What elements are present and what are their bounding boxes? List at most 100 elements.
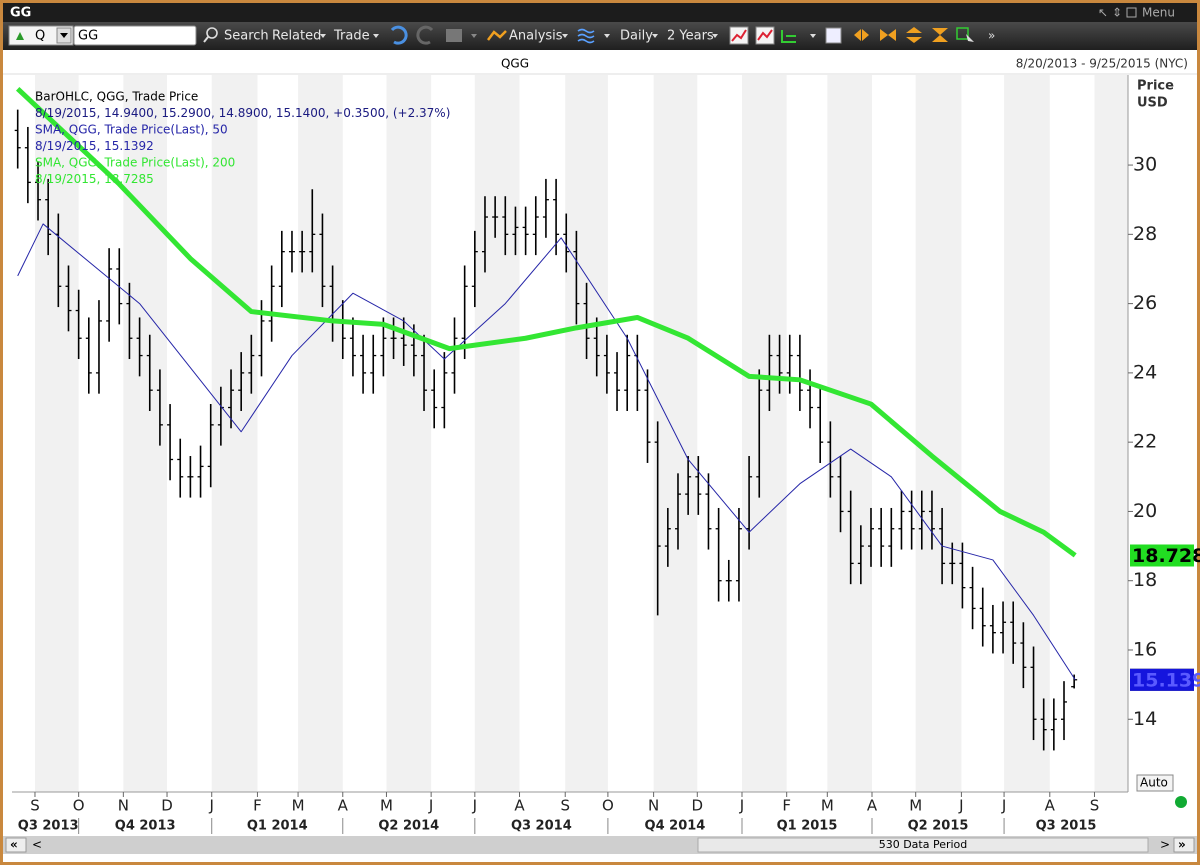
data-period: 530 Data Period (879, 838, 968, 851)
scroll-left-glyph[interactable]: < (32, 838, 42, 852)
ohlc-bar (400, 317, 407, 366)
ohlc-bar (461, 265, 468, 360)
expand-down-icon[interactable] (906, 37, 922, 43)
ohlc-bar (106, 248, 113, 342)
symbol-input[interactable] (73, 25, 197, 46)
ohlc-bar (278, 230, 285, 308)
y-tick-label: 14 (1133, 708, 1157, 730)
y-tick-label: 24 (1133, 361, 1157, 383)
select-icon[interactable] (956, 27, 969, 40)
ohlc-bar (451, 317, 458, 394)
y-tick-label: 28 (1133, 223, 1157, 245)
search-button[interactable]: Search (224, 29, 269, 44)
scroll-left-icon[interactable] (854, 29, 861, 41)
sma-line (17, 223, 1076, 681)
ohlc-bar (167, 404, 174, 481)
legend-text: 8/19/2015, 14.9400, 15.2900, 14.8900, 15… (35, 106, 450, 120)
ohlc-bar (1061, 681, 1068, 741)
ohlc-bar (522, 206, 529, 256)
x-tick-label: S (30, 797, 40, 815)
y-tick-label: 16 (1133, 638, 1157, 660)
pin-icon[interactable]: ↖ (1098, 6, 1108, 20)
ohlc-bar (390, 317, 397, 360)
ohlc-bar (481, 196, 488, 273)
ohlc-bar (878, 507, 885, 567)
x-tick-label: A (1045, 797, 1056, 815)
ohlc-bar (735, 507, 742, 602)
restore-icon[interactable] (1126, 7, 1137, 18)
scroll-thumb[interactable] (697, 837, 1149, 853)
ohlc-bar (1000, 601, 1007, 654)
ohlc-bar (715, 507, 722, 602)
ohlc-bar (888, 507, 895, 567)
ohlc-bar (75, 289, 82, 360)
date-range: 8/20/2013 - 9/25/2015 (NYC) (1016, 57, 1188, 71)
interval-button[interactable]: Daily (620, 29, 653, 44)
trade-button[interactable]: Trade (333, 29, 370, 44)
scroll-end-button[interactable] (1173, 837, 1195, 853)
legend-text: 8/19/2015, 18.7285 (35, 172, 154, 186)
zoom-in-icon[interactable] (888, 29, 896, 41)
ohlc-bar (35, 161, 42, 221)
menu-button[interactable]: Menu (1142, 6, 1175, 20)
crosshair-icon[interactable] (781, 30, 796, 43)
scroll-right-glyph[interactable]: > (1160, 838, 1170, 852)
symbol-text: GG (78, 29, 98, 44)
x-tick-label: O (602, 797, 614, 815)
search-icon (206, 27, 218, 39)
symbol-type: Q (35, 29, 45, 44)
ohlc-bar (370, 334, 377, 394)
ohlc-bar (949, 542, 956, 585)
span-button[interactable]: 2 Years (667, 29, 714, 44)
folder-icon[interactable] (446, 29, 462, 42)
undo-icon[interactable] (390, 25, 408, 45)
compress-icon[interactable] (932, 28, 948, 42)
expand-up-icon[interactable] (906, 27, 922, 33)
y-axis-label: Price (1137, 79, 1174, 94)
x-tick-label: M (292, 797, 305, 815)
ohlc-bar (786, 334, 793, 394)
scroll-start-button[interactable] (5, 837, 27, 853)
ohlc-bar (817, 386, 824, 463)
y-tick-label: 18 (1133, 569, 1157, 591)
analysis-arrow (562, 34, 568, 38)
x-tick-label: A (338, 797, 349, 815)
ohlc-bar (441, 352, 448, 429)
y-tick-label: 26 (1133, 292, 1157, 314)
ohlc-bar (136, 317, 143, 377)
quarter-label: Q4 2014 (645, 819, 706, 834)
ohlc-bar (471, 230, 478, 308)
ohlc-bar (857, 525, 864, 585)
ohlc-bar (583, 282, 590, 360)
zoom-icon[interactable] (825, 27, 842, 44)
quarter-label: Q1 2014 (247, 819, 308, 834)
legend-text: 8/19/2015, 15.1392 (35, 139, 154, 153)
quarter-label: Q4 2013 (115, 819, 176, 834)
x-tick-label: F (253, 797, 262, 815)
month-band (827, 75, 873, 792)
legend-text: BarOHLC, QGG, Trade Price (35, 90, 198, 104)
x-tick-label: J (1001, 797, 1006, 815)
analysis-button[interactable]: Analysis (509, 29, 563, 44)
window-icon[interactable]: ⇕ (1112, 6, 1122, 20)
ohlc-bar (238, 352, 245, 411)
ohlc-bar (1010, 601, 1017, 664)
more-button[interactable]: » (988, 29, 995, 43)
x-tick-label: J (472, 797, 477, 815)
x-tick-label: A (514, 797, 525, 815)
ohlc-bar (563, 213, 570, 273)
x-tick-label: M (380, 797, 393, 815)
axis-mode-button[interactable] (1136, 774, 1174, 792)
scroll-right-icon[interactable] (862, 29, 869, 41)
axis-mode: Auto (1140, 776, 1168, 790)
related-button[interactable]: Related (272, 29, 321, 44)
ohlc-bar (177, 438, 184, 498)
month-band (298, 75, 343, 792)
month-band (565, 75, 608, 792)
zoom-out-icon[interactable] (880, 29, 888, 41)
ohlc-bar (187, 456, 194, 498)
studies-icon[interactable] (577, 28, 595, 44)
redo-icon[interactable] (416, 25, 434, 45)
crosshair-arrow (810, 34, 816, 38)
ohlc-bar (492, 196, 499, 238)
